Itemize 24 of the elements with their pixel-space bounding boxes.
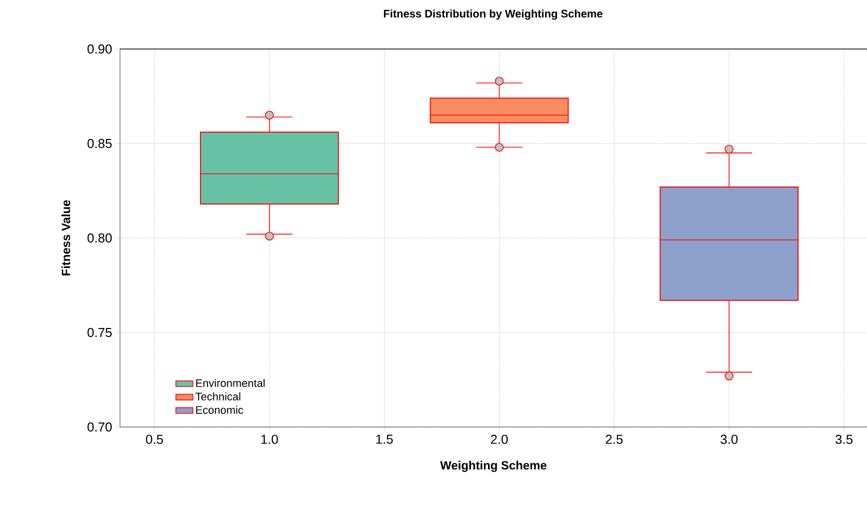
x-tick-label: 2.5 — [606, 434, 623, 444]
x-tick-label: 3.5 — [836, 434, 852, 444]
y-tick-label: 0.90 — [88, 44, 112, 54]
y-axis-title: Fitness Value — [61, 200, 70, 276]
y-tick-label: 0.80 — [88, 233, 112, 243]
y-tick-label: 0.75 — [88, 328, 112, 338]
point — [265, 110, 274, 120]
point — [724, 144, 734, 154]
point — [494, 142, 504, 152]
point — [724, 372, 734, 380]
legend-label: Environmental — [196, 378, 265, 388]
point — [265, 232, 274, 240]
x-tick-label: 1.0 — [261, 434, 278, 444]
x-tick-label: 2.0 — [490, 434, 508, 444]
legend-label: Technical — [196, 392, 240, 400]
x-tick-label: 3.0 — [720, 434, 738, 444]
x-axis-title: Weighting Scheme — [440, 460, 546, 472]
y-tick-label: 0.85 — [88, 138, 112, 148]
legend-label: Economic — [196, 406, 244, 414]
y-tick-label: 0.70 — [88, 422, 112, 432]
point — [494, 76, 504, 86]
chart-title: Fitness Distribution by Weighting Scheme — [384, 10, 602, 20]
x-tick-label: 0.5 — [146, 434, 163, 444]
x-tick-label: 1.5 — [376, 434, 393, 444]
